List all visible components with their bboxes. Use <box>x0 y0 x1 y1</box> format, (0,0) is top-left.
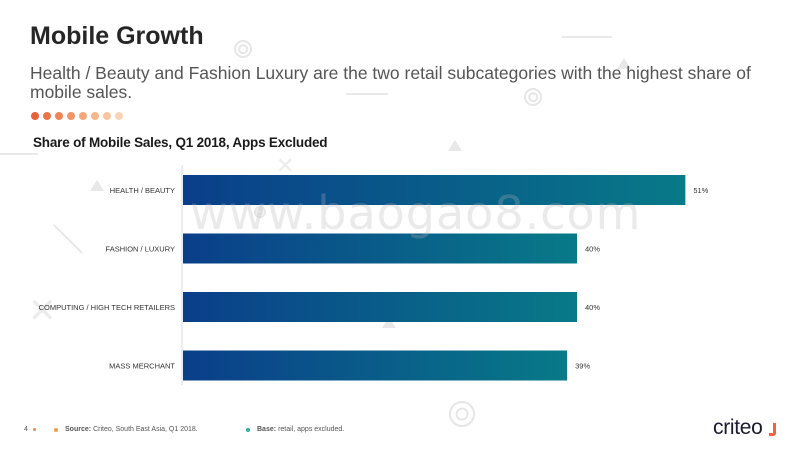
page-number-dot <box>33 428 36 431</box>
criteo-logo-mark <box>769 423 776 436</box>
source-note: Source: Criteo, South East Asia, Q1 2018… <box>54 426 198 433</box>
page-subtitle: Health / Beauty and Fashion Luxury are t… <box>30 63 751 102</box>
chart-title: Share of Mobile Sales, Q1 2018, Apps Exc… <box>33 135 328 150</box>
dot <box>43 112 51 120</box>
value-label: 40% <box>585 303 600 312</box>
dash-decoration <box>0 153 38 155</box>
category-label: HEALTH / BEAUTY <box>110 186 175 195</box>
dot <box>31 112 39 120</box>
base-bullet <box>246 427 250 432</box>
bar <box>183 233 577 264</box>
progress-dots <box>31 112 123 120</box>
watermark: www.baogao8.com <box>190 186 642 240</box>
source-text: Criteo, South East Asia, Q1 2018. <box>93 426 198 433</box>
bar-chart: HEALTH / BEAUTY 51% FASHION / LUXURY 40% COM… <box>39 165 709 385</box>
category-label: FASHION / LUXURY <box>106 245 175 254</box>
dash-decoration <box>562 36 612 38</box>
criteo-logo: criteo <box>713 416 763 439</box>
page-number: 4 <box>24 426 28 433</box>
category-label: MASS MERCHANT <box>109 362 175 371</box>
bar <box>183 175 686 205</box>
value-label: 51% <box>693 186 708 195</box>
dot <box>55 112 63 120</box>
value-label: 40% <box>585 245 600 254</box>
dot <box>91 112 99 120</box>
dot <box>67 112 75 120</box>
source-bullet <box>54 427 58 432</box>
triangle-decoration <box>448 140 462 151</box>
base-label: Base: <box>257 426 277 433</box>
value-label: 39% <box>575 362 590 371</box>
base-text: retail, apps excluded. <box>278 426 345 433</box>
dot <box>115 112 123 120</box>
footer: 4 Source: Criteo, South East Asia, Q1 20… <box>0 418 800 442</box>
bar <box>183 292 577 322</box>
page-title: Mobile Growth <box>30 22 204 50</box>
base-note: Base: retail, apps excluded. <box>246 426 344 433</box>
source-label: Source: <box>65 426 92 433</box>
ring-decoration <box>234 40 252 58</box>
category-label: COMPUTING / HIGH TECH RETAILERS <box>39 303 175 312</box>
bar <box>183 350 568 381</box>
dot <box>79 112 87 120</box>
dot <box>103 112 111 120</box>
